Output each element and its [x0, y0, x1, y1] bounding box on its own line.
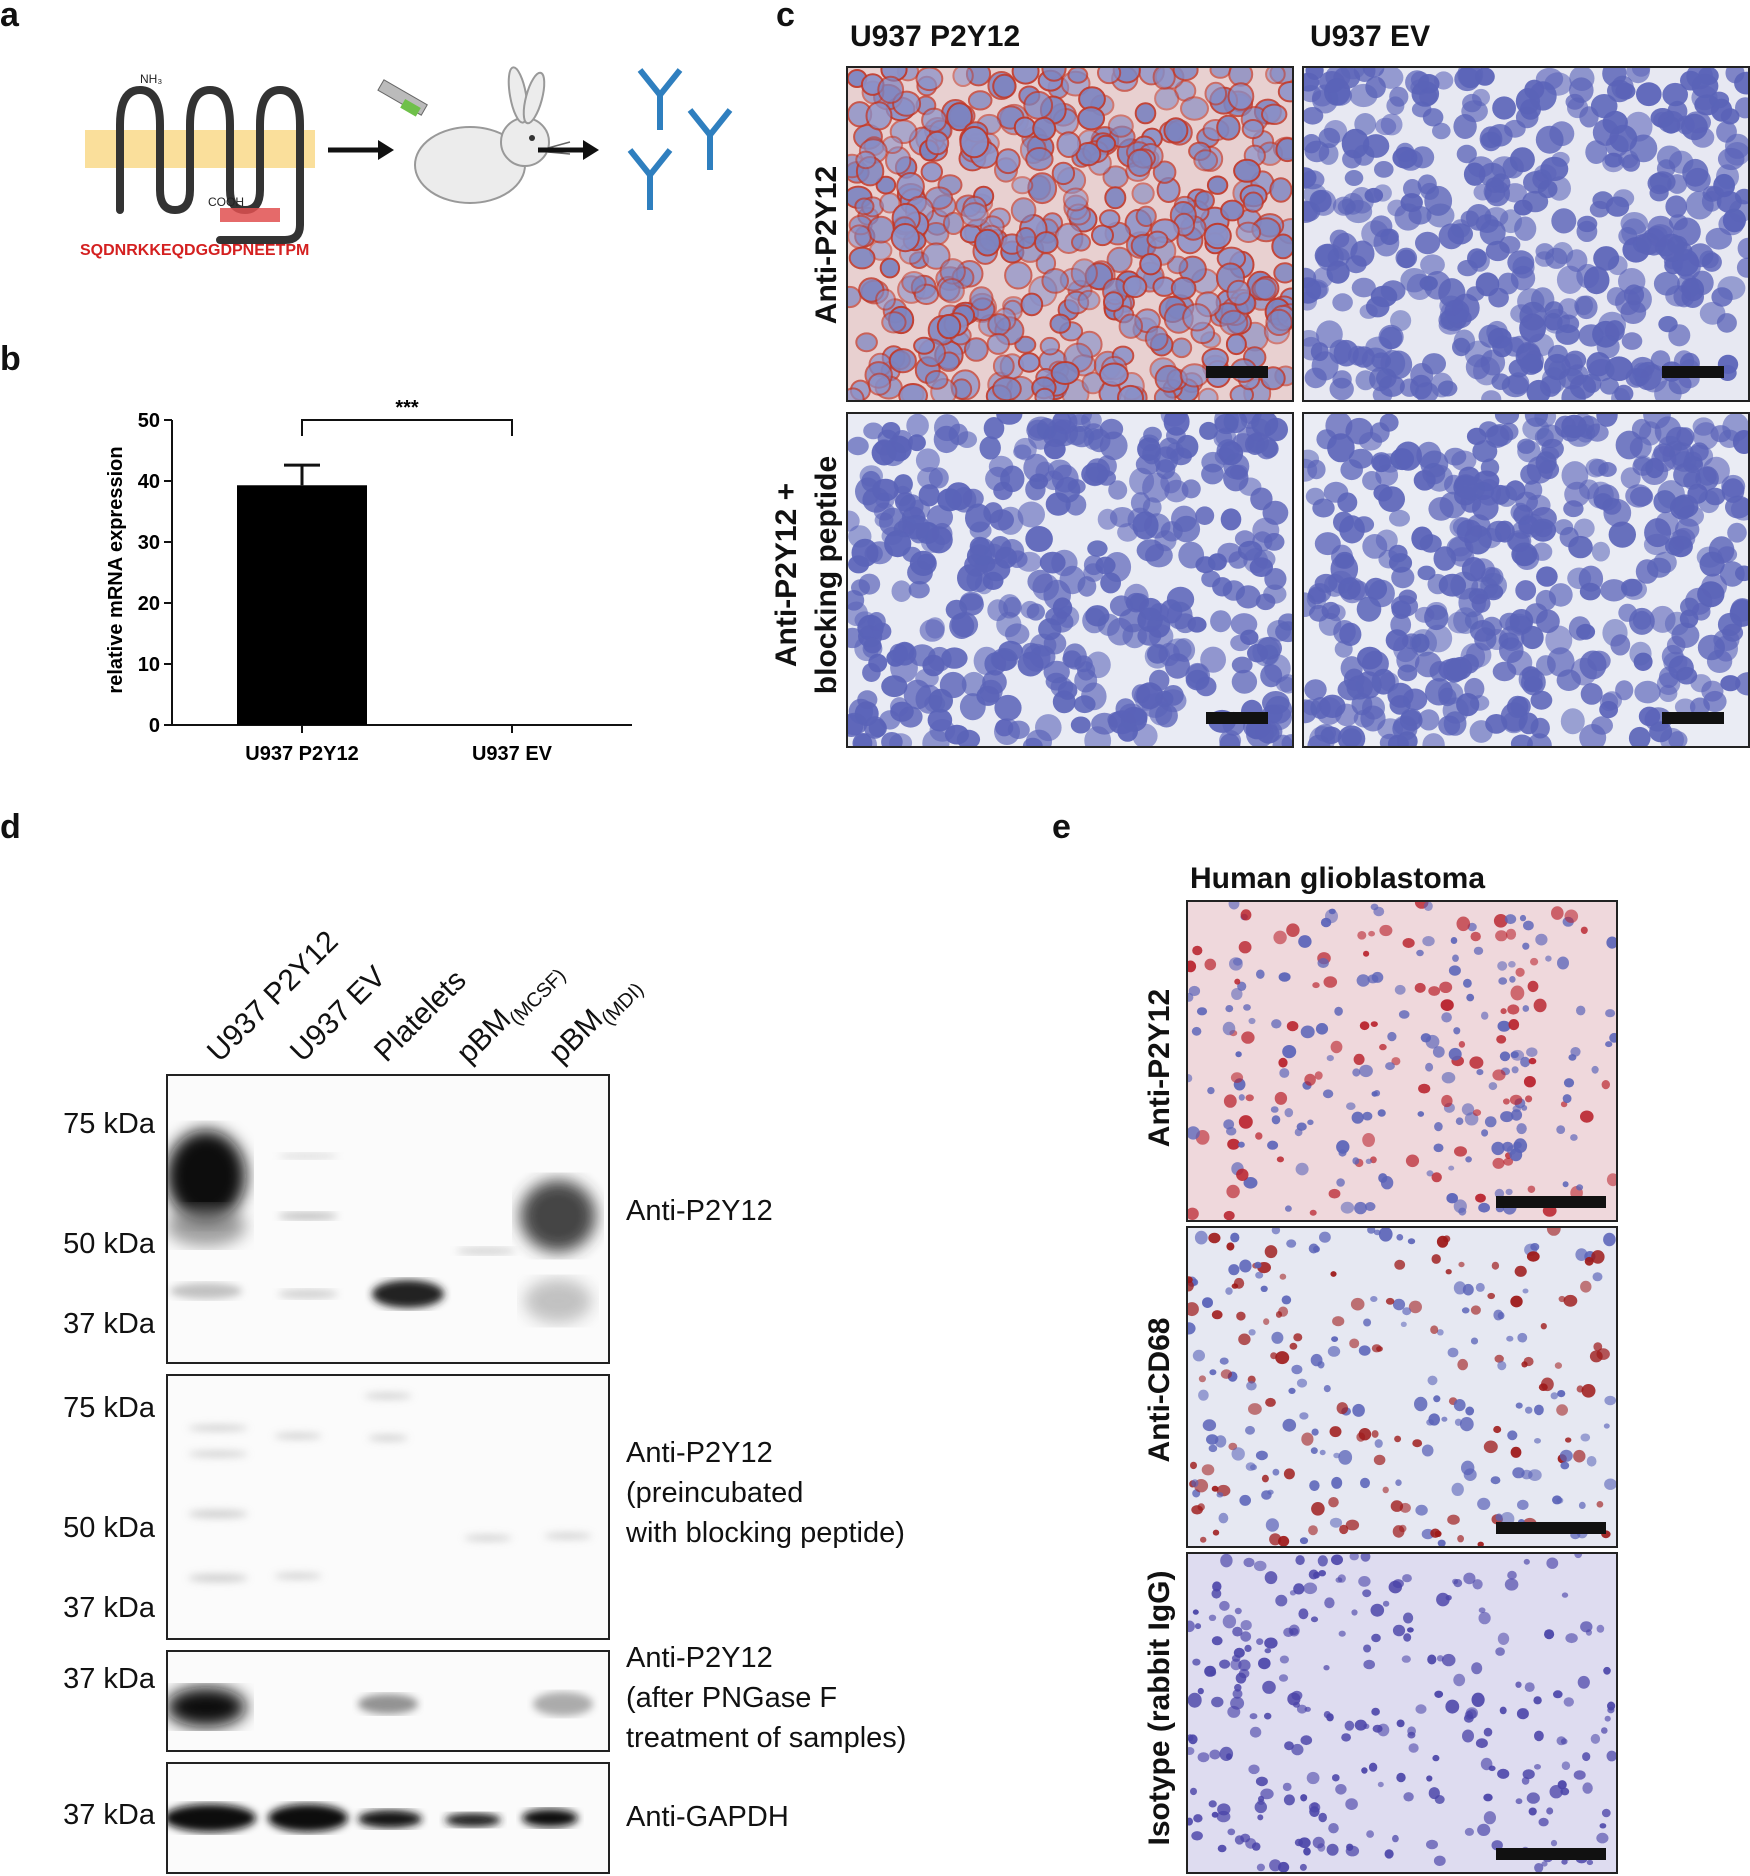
- kda-marker: 37 kDa: [63, 1308, 155, 1340]
- y-tick-label: 10: [138, 654, 160, 676]
- scale-bar: [1662, 712, 1724, 724]
- y-tick-label: 0: [149, 715, 160, 737]
- ihc-gbm-anti-cd68: [1186, 1226, 1618, 1548]
- panel-letter-e: e: [1052, 808, 1071, 846]
- peptide-region: [220, 208, 280, 222]
- significance-bracket: [301, 419, 513, 436]
- ihc-gbm-isotype: [1186, 1552, 1618, 1874]
- blot-anti-p2y12-pngase: [166, 1650, 610, 1752]
- e-row-label-1: Anti-P2Y12: [1143, 988, 1176, 1148]
- scale-bar: [1662, 366, 1724, 378]
- blot-anti-p2y12: [166, 1074, 610, 1364]
- blot-label-gapdh: Anti-GAPDH: [626, 1801, 789, 1833]
- peptide-sequence: SQDNRKKEQDGGDPNEETPM: [80, 242, 309, 259]
- c-col-label-1: U937 P2Y12: [850, 20, 1021, 53]
- blot-label-pngase-2: (after PNGase F: [626, 1682, 838, 1714]
- syringe-icon: [377, 79, 428, 117]
- panel-letter-d: d: [0, 808, 21, 846]
- ihc-u937-ev-block: [1302, 412, 1750, 748]
- c-col-label-2: U937 EV: [1310, 20, 1431, 53]
- ihc-u937-p2y12-anti: [846, 66, 1294, 402]
- y-tick-label: 30: [138, 532, 160, 554]
- kda-marker: 37 kDa: [63, 1592, 155, 1624]
- blot-anti-p2y12-blocked: [166, 1374, 610, 1640]
- ihc-u937-p2y12-block: [846, 412, 1294, 748]
- y-axis-label: relative mRNA expression: [105, 446, 127, 693]
- scale-bar: [1496, 1196, 1606, 1208]
- blot-anti-gapdh: [166, 1762, 610, 1874]
- blot-label-blocked-3: with blocking peptide): [626, 1517, 905, 1549]
- antibody-icon: [627, 68, 733, 210]
- c-row-label-1: Anti-P2Y12: [810, 165, 843, 325]
- blot-label-anti-p2y12: Anti-P2Y12: [626, 1195, 773, 1227]
- panel-letter-a: a: [0, 0, 19, 34]
- y-tick-label: 50: [138, 410, 160, 432]
- c-row-label-2b: blocking peptide: [810, 455, 843, 695]
- blot-label-blocked-1: Anti-P2Y12: [626, 1437, 773, 1469]
- e-row-label-2: Anti-CD68: [1143, 1317, 1176, 1463]
- significance-label: ***: [395, 397, 419, 419]
- blot-label-pngase-1: Anti-P2Y12: [626, 1642, 773, 1674]
- y-tick-label: 40: [138, 471, 160, 493]
- receptor-chain: [116, 85, 304, 244]
- panel-a-schematic: NH₃ COOH SQDNRKKEQDGGDPNEETPM: [80, 66, 733, 259]
- kda-marker: 50 kDa: [63, 1228, 155, 1260]
- nh3-label: NH₃: [140, 72, 162, 86]
- blot-label-pngase-3: treatment of samples): [626, 1722, 907, 1754]
- x-tick-label: U937 P2Y12: [245, 743, 358, 765]
- e-title: Human glioblastoma: [1190, 862, 1486, 895]
- e-row-label-3: Isotype (rabbit IgG): [1143, 1570, 1176, 1846]
- scale-bar: [1496, 1522, 1606, 1534]
- scale-bar: [1206, 712, 1268, 724]
- ihc-u937-ev-anti: [1302, 66, 1750, 402]
- kda-marker: 37 kDa: [63, 1663, 155, 1695]
- scale-bar: [1496, 1848, 1606, 1860]
- kda-marker: 37 kDa: [63, 1799, 155, 1831]
- cooh-label: COOH: [208, 195, 244, 209]
- rabbit-icon: [414, 66, 571, 204]
- kda-marker: 50 kDa: [63, 1512, 155, 1544]
- bar: [237, 485, 367, 725]
- panel-letter-b: b: [0, 340, 21, 378]
- kda-marker: 75 kDa: [63, 1108, 155, 1140]
- panel-b-bar-chart: relative mRNA expression 0 10 20 30 40 50 U937…: [105, 397, 632, 765]
- kda-marker: 75 kDa: [63, 1392, 155, 1424]
- panel-letter-c: c: [776, 0, 795, 34]
- y-tick-label: 20: [138, 593, 160, 615]
- scale-bar: [1206, 366, 1268, 378]
- blot-label-blocked-2: (preincubated: [626, 1477, 804, 1509]
- x-tick-label: U937 EV: [472, 743, 553, 765]
- ihc-gbm-anti-p2y12: [1186, 900, 1618, 1222]
- c-row-label-2a: Anti-P2Y12 +: [770, 482, 803, 668]
